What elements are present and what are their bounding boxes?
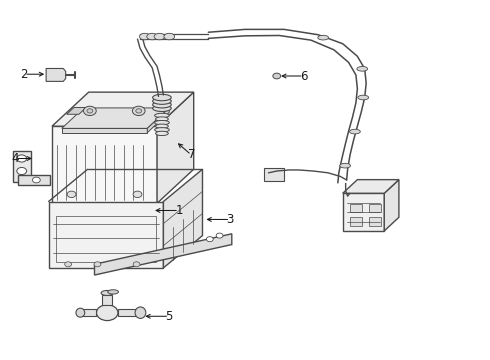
Ellipse shape	[155, 113, 169, 118]
Text: 3: 3	[227, 213, 234, 226]
Polygon shape	[102, 295, 112, 305]
Ellipse shape	[349, 129, 360, 134]
Ellipse shape	[135, 307, 146, 319]
Circle shape	[206, 237, 213, 242]
Circle shape	[273, 73, 281, 79]
Circle shape	[67, 191, 76, 198]
Polygon shape	[157, 92, 194, 203]
Polygon shape	[343, 193, 384, 231]
Circle shape	[133, 191, 142, 198]
Text: 7: 7	[188, 148, 195, 161]
Ellipse shape	[101, 291, 113, 296]
Ellipse shape	[156, 131, 168, 135]
Polygon shape	[163, 169, 202, 268]
Polygon shape	[350, 204, 362, 212]
Ellipse shape	[155, 128, 169, 132]
Polygon shape	[350, 217, 362, 226]
Ellipse shape	[108, 290, 119, 294]
Polygon shape	[147, 108, 169, 133]
Ellipse shape	[156, 124, 168, 129]
Ellipse shape	[153, 105, 171, 112]
Circle shape	[17, 155, 26, 162]
Polygon shape	[384, 180, 399, 231]
Text: 4: 4	[12, 152, 19, 165]
Ellipse shape	[357, 67, 368, 71]
Circle shape	[87, 109, 93, 113]
Ellipse shape	[147, 33, 158, 40]
Polygon shape	[49, 202, 163, 268]
Ellipse shape	[155, 121, 169, 125]
Circle shape	[32, 177, 40, 183]
Ellipse shape	[318, 35, 329, 40]
Circle shape	[83, 106, 96, 116]
Circle shape	[216, 233, 223, 238]
Circle shape	[132, 106, 145, 116]
Polygon shape	[343, 180, 399, 193]
Ellipse shape	[153, 98, 171, 104]
Ellipse shape	[140, 33, 150, 40]
Polygon shape	[95, 234, 232, 275]
Circle shape	[65, 262, 72, 267]
Polygon shape	[368, 217, 381, 226]
Ellipse shape	[153, 94, 171, 101]
Ellipse shape	[358, 95, 368, 100]
Circle shape	[97, 305, 118, 320]
Polygon shape	[52, 126, 157, 203]
Circle shape	[94, 262, 101, 267]
Polygon shape	[118, 309, 137, 316]
Text: 2: 2	[21, 68, 28, 81]
Circle shape	[17, 167, 26, 175]
Polygon shape	[52, 92, 194, 126]
Ellipse shape	[153, 102, 171, 108]
Polygon shape	[13, 151, 31, 182]
Polygon shape	[368, 204, 381, 212]
Circle shape	[136, 109, 142, 113]
Ellipse shape	[164, 33, 174, 40]
Polygon shape	[80, 309, 97, 316]
Polygon shape	[46, 68, 66, 81]
Polygon shape	[62, 108, 169, 129]
Ellipse shape	[340, 163, 350, 168]
Text: 5: 5	[166, 310, 173, 323]
Polygon shape	[264, 168, 284, 181]
Polygon shape	[67, 108, 86, 114]
Polygon shape	[18, 175, 49, 185]
Ellipse shape	[154, 33, 165, 40]
Text: 6: 6	[300, 69, 307, 82]
Ellipse shape	[156, 117, 168, 121]
Text: 1: 1	[175, 204, 183, 217]
Circle shape	[133, 262, 140, 267]
Polygon shape	[62, 129, 147, 133]
Ellipse shape	[76, 308, 85, 317]
